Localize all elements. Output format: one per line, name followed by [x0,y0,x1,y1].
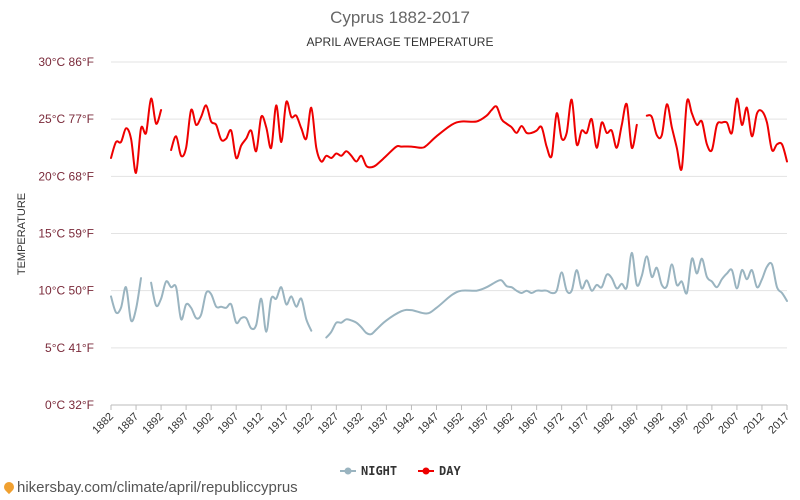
x-tick-label: 1897 [165,411,191,437]
y-axis-label: TEMPERATURE [16,193,28,275]
series-line-day [645,97,788,171]
x-tick-label: 2012 [741,411,767,437]
legend-label: DAY [439,464,461,478]
source-link[interactable]: hikersbay.com/climate/april/republiccypr… [1,479,298,496]
x-tick-label: 1932 [341,411,367,437]
series-line-night [325,251,788,339]
x-tick-label: 1887 [115,411,141,437]
x-tick-label: 1997 [666,411,692,437]
y-tick-label: 10°C 50°F [38,284,94,298]
x-tick-label: 1937 [366,411,392,437]
legend-item-day[interactable]: DAY [418,464,461,478]
y-tick-label: 15°C 59°F [38,227,94,241]
x-tick-labels: 1882 1887 1892 1897 1902 1907 1912 1917 1922 1927… [90,405,792,436]
x-tick-label: 1987 [616,411,642,437]
x-tick-label: 1957 [466,411,492,437]
x-tick-label: 1922 [291,411,317,437]
x-tick-label: 1882 [90,411,116,437]
series-line-night [110,277,142,323]
y-tick-label: 5°C 41°F [45,341,94,355]
x-tick-label: 1942 [391,411,417,437]
series-line-day [110,97,163,174]
x-tick-label: 2007 [716,411,742,437]
y-tick-label: 30°C 86°F [38,55,94,69]
source-text: hikersbay.com/climate/april/republiccypr… [17,479,298,496]
y-tick-labels: 0°C 32°F 5°C 41°F 10°C 50°F 15°C 59°F 20°C 6… [38,55,94,412]
x-tick-label: 1947 [416,411,442,437]
series-lines [110,97,788,339]
series-line-night [150,280,313,333]
x-tick-label: 1912 [241,411,267,437]
x-tick-label: 1892 [140,411,166,437]
legend-swatch-dot [344,467,352,475]
legend-label: NIGHT [361,464,397,478]
y-tick-label: 0°C 32°F [45,398,94,412]
y-tick-label: 20°C 68°F [38,169,94,183]
x-tick-label: 1977 [566,411,592,437]
legend-swatch-dot [422,467,430,475]
x-tick-label: 1902 [190,411,216,437]
legend-item-night[interactable]: NIGHT [340,464,397,478]
x-tick-label: 1952 [441,411,467,437]
x-tick-label: 1982 [591,411,617,437]
x-tick-label: 1962 [491,411,517,437]
x-tick-label: 1967 [516,411,542,437]
y-tick-label: 25°C 77°F [38,112,94,126]
x-tick-label: 1917 [266,411,292,437]
x-tick-label: 1927 [316,411,342,437]
x-tick-label: 2017 [766,411,792,437]
x-tick-label: 1992 [641,411,667,437]
location-pin-icon [1,479,17,495]
series-line-day [170,98,638,169]
legend[interactable]: NIGHT DAY [340,464,461,478]
chart-title: Cyprus 1882-2017 [330,8,470,27]
x-tick-label: 1907 [216,411,242,437]
x-tick-label: 1972 [541,411,567,437]
grid-lines [111,61,787,406]
chart-subtitle: APRIL AVERAGE TEMPERATURE [307,35,494,49]
x-tick-label: 2002 [691,411,717,437]
